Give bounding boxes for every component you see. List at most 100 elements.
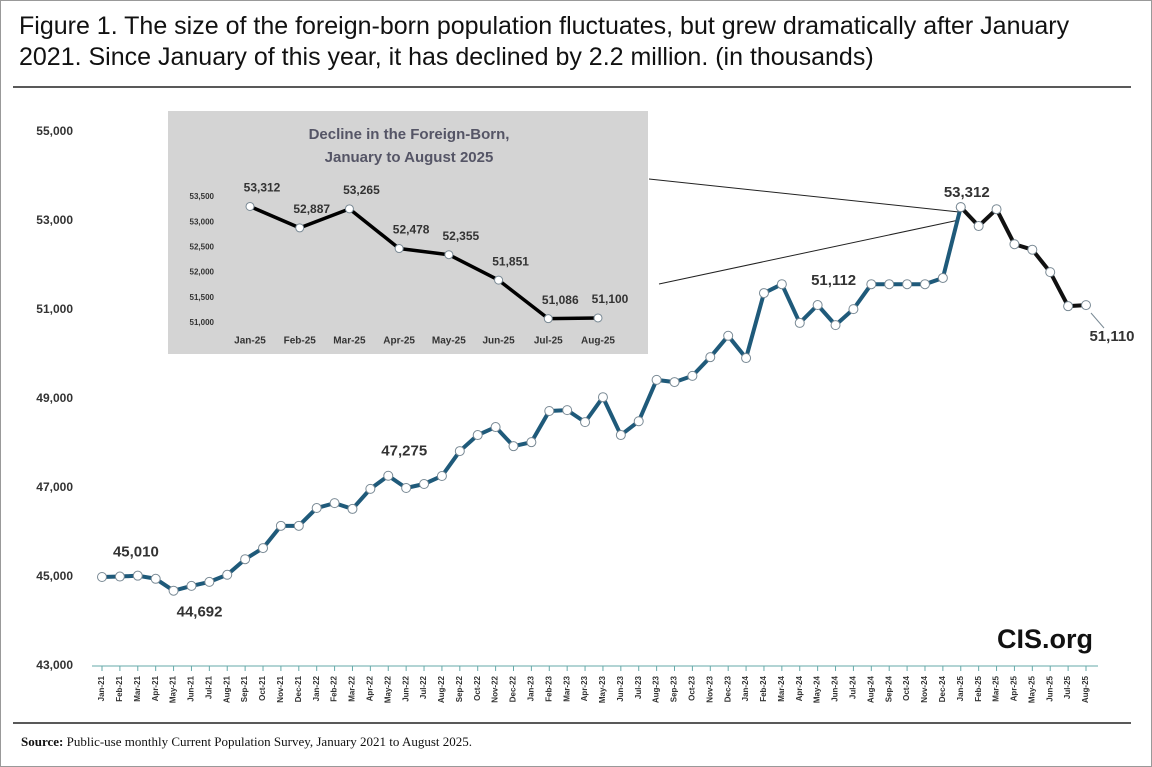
point <box>758 288 769 299</box>
point <box>633 416 644 427</box>
x-tick-label: Aug-25 <box>1081 675 1090 703</box>
x-tick-label: Apr-25 <box>1010 675 1019 701</box>
x-tick-label: Mar-25 <box>333 336 366 347</box>
x-tick-label: Aug-21 <box>222 675 231 703</box>
point <box>275 520 286 531</box>
point <box>593 313 603 323</box>
x-tick-label: Aug-24 <box>866 675 875 703</box>
point <box>597 392 608 403</box>
y-tick-label: 51,000 <box>36 302 73 316</box>
y-tick-label: 51,500 <box>190 293 215 302</box>
point <box>562 405 573 416</box>
point <box>97 572 107 582</box>
point <box>240 554 251 565</box>
y-tick-label: 52,500 <box>190 243 215 252</box>
line <box>249 204 599 321</box>
y-tick-label: 49,000 <box>36 391 73 405</box>
inset-panel <box>168 111 648 354</box>
point <box>580 417 591 428</box>
x-tick-label: Mar-25 <box>992 675 1001 701</box>
leader <box>1090 312 1105 329</box>
y-tick-label: 43,000 <box>36 658 73 672</box>
x-tick-label: Aug-23 <box>652 675 661 703</box>
x-tick-label: Jul-22 <box>419 675 428 699</box>
point <box>955 202 966 213</box>
x-tick-label: Dec-24 <box>938 675 947 702</box>
callout-line <box>648 178 960 213</box>
x-tick-label: Nov-21 <box>276 675 285 702</box>
point <box>444 250 454 260</box>
x-tick-label: Mar-22 <box>348 675 357 701</box>
source-text: Public-use monthly Current Population Su… <box>63 734 473 749</box>
x-tick-label: Jul-24 <box>849 675 858 699</box>
point <box>884 279 895 290</box>
x-tick-label: Nov-23 <box>705 675 714 702</box>
x-tick-label: Jun-25 <box>1045 675 1054 701</box>
point <box>776 279 787 290</box>
x-tick-label: Dec-23 <box>723 675 732 702</box>
point <box>973 221 984 232</box>
point <box>293 520 304 531</box>
point <box>937 272 948 283</box>
data-label: 52,478 <box>393 223 430 237</box>
data-label: 52,887 <box>293 202 330 216</box>
y-tick-label: 53,500 <box>190 192 215 201</box>
x-tick-label: Mar-21 <box>133 675 142 701</box>
data-label: 53,312 <box>244 181 281 195</box>
point <box>1045 267 1056 278</box>
x-tick-label: May-23 <box>598 675 607 703</box>
x-tick-label: Sep-23 <box>670 675 679 702</box>
point <box>830 320 841 331</box>
x-tick-label: Jun-22 <box>401 675 410 701</box>
point <box>1081 300 1091 311</box>
point <box>508 441 519 452</box>
point <box>295 223 305 233</box>
point <box>436 470 447 481</box>
point <box>705 352 716 363</box>
point <box>544 406 555 417</box>
point <box>991 204 1002 215</box>
data-label: 51,851 <box>492 254 529 268</box>
data-label: 44,692 <box>177 604 223 621</box>
point <box>347 503 358 514</box>
x-tick-label: Jul-25 <box>534 336 563 347</box>
x-tick-label: May-25 <box>432 336 466 347</box>
x-tick-label: Jul-21 <box>204 675 213 699</box>
point <box>472 430 483 441</box>
point <box>168 585 179 596</box>
x-tick-label: Mar-23 <box>562 675 571 701</box>
point <box>245 201 255 211</box>
x-tick-label: Nov-22 <box>491 675 500 702</box>
point <box>383 470 394 481</box>
point <box>394 244 404 254</box>
point <box>419 478 430 489</box>
data-label: 45,010 <box>113 544 159 561</box>
x-tick-label: Jan-22 <box>312 675 321 701</box>
x-tick-label: Apr-22 <box>365 675 374 701</box>
x-tick-label: May-24 <box>813 675 822 703</box>
y-tick-label: 51,000 <box>190 318 215 327</box>
x-tick-label: Feb-24 <box>759 675 768 701</box>
data-label: 47,275 <box>381 443 427 460</box>
point <box>543 314 553 324</box>
x-tick-label: Aug-25 <box>581 336 615 347</box>
point <box>329 498 340 509</box>
x-tick-label: Feb-22 <box>330 675 339 701</box>
point <box>526 437 537 448</box>
x-tick-label: Jan-24 <box>741 675 750 701</box>
data-label: 52,355 <box>443 229 480 243</box>
source-label: Source: <box>21 734 64 749</box>
point <box>150 573 161 584</box>
x-tick-label: Jan-21 <box>97 675 106 701</box>
x-tick-label: Oct-23 <box>688 675 697 700</box>
inset-title: January to August 2025 <box>325 149 494 166</box>
inset-title: Decline in the Foreign-Born, <box>309 126 510 143</box>
point <box>258 543 269 554</box>
x-tick-label: Sep-24 <box>884 675 893 702</box>
data-label: 51,110 <box>1089 328 1134 345</box>
point <box>741 353 752 364</box>
point <box>848 304 859 315</box>
data-label: 53,312 <box>944 184 990 201</box>
x-tick-label: May-25 <box>1027 675 1036 703</box>
